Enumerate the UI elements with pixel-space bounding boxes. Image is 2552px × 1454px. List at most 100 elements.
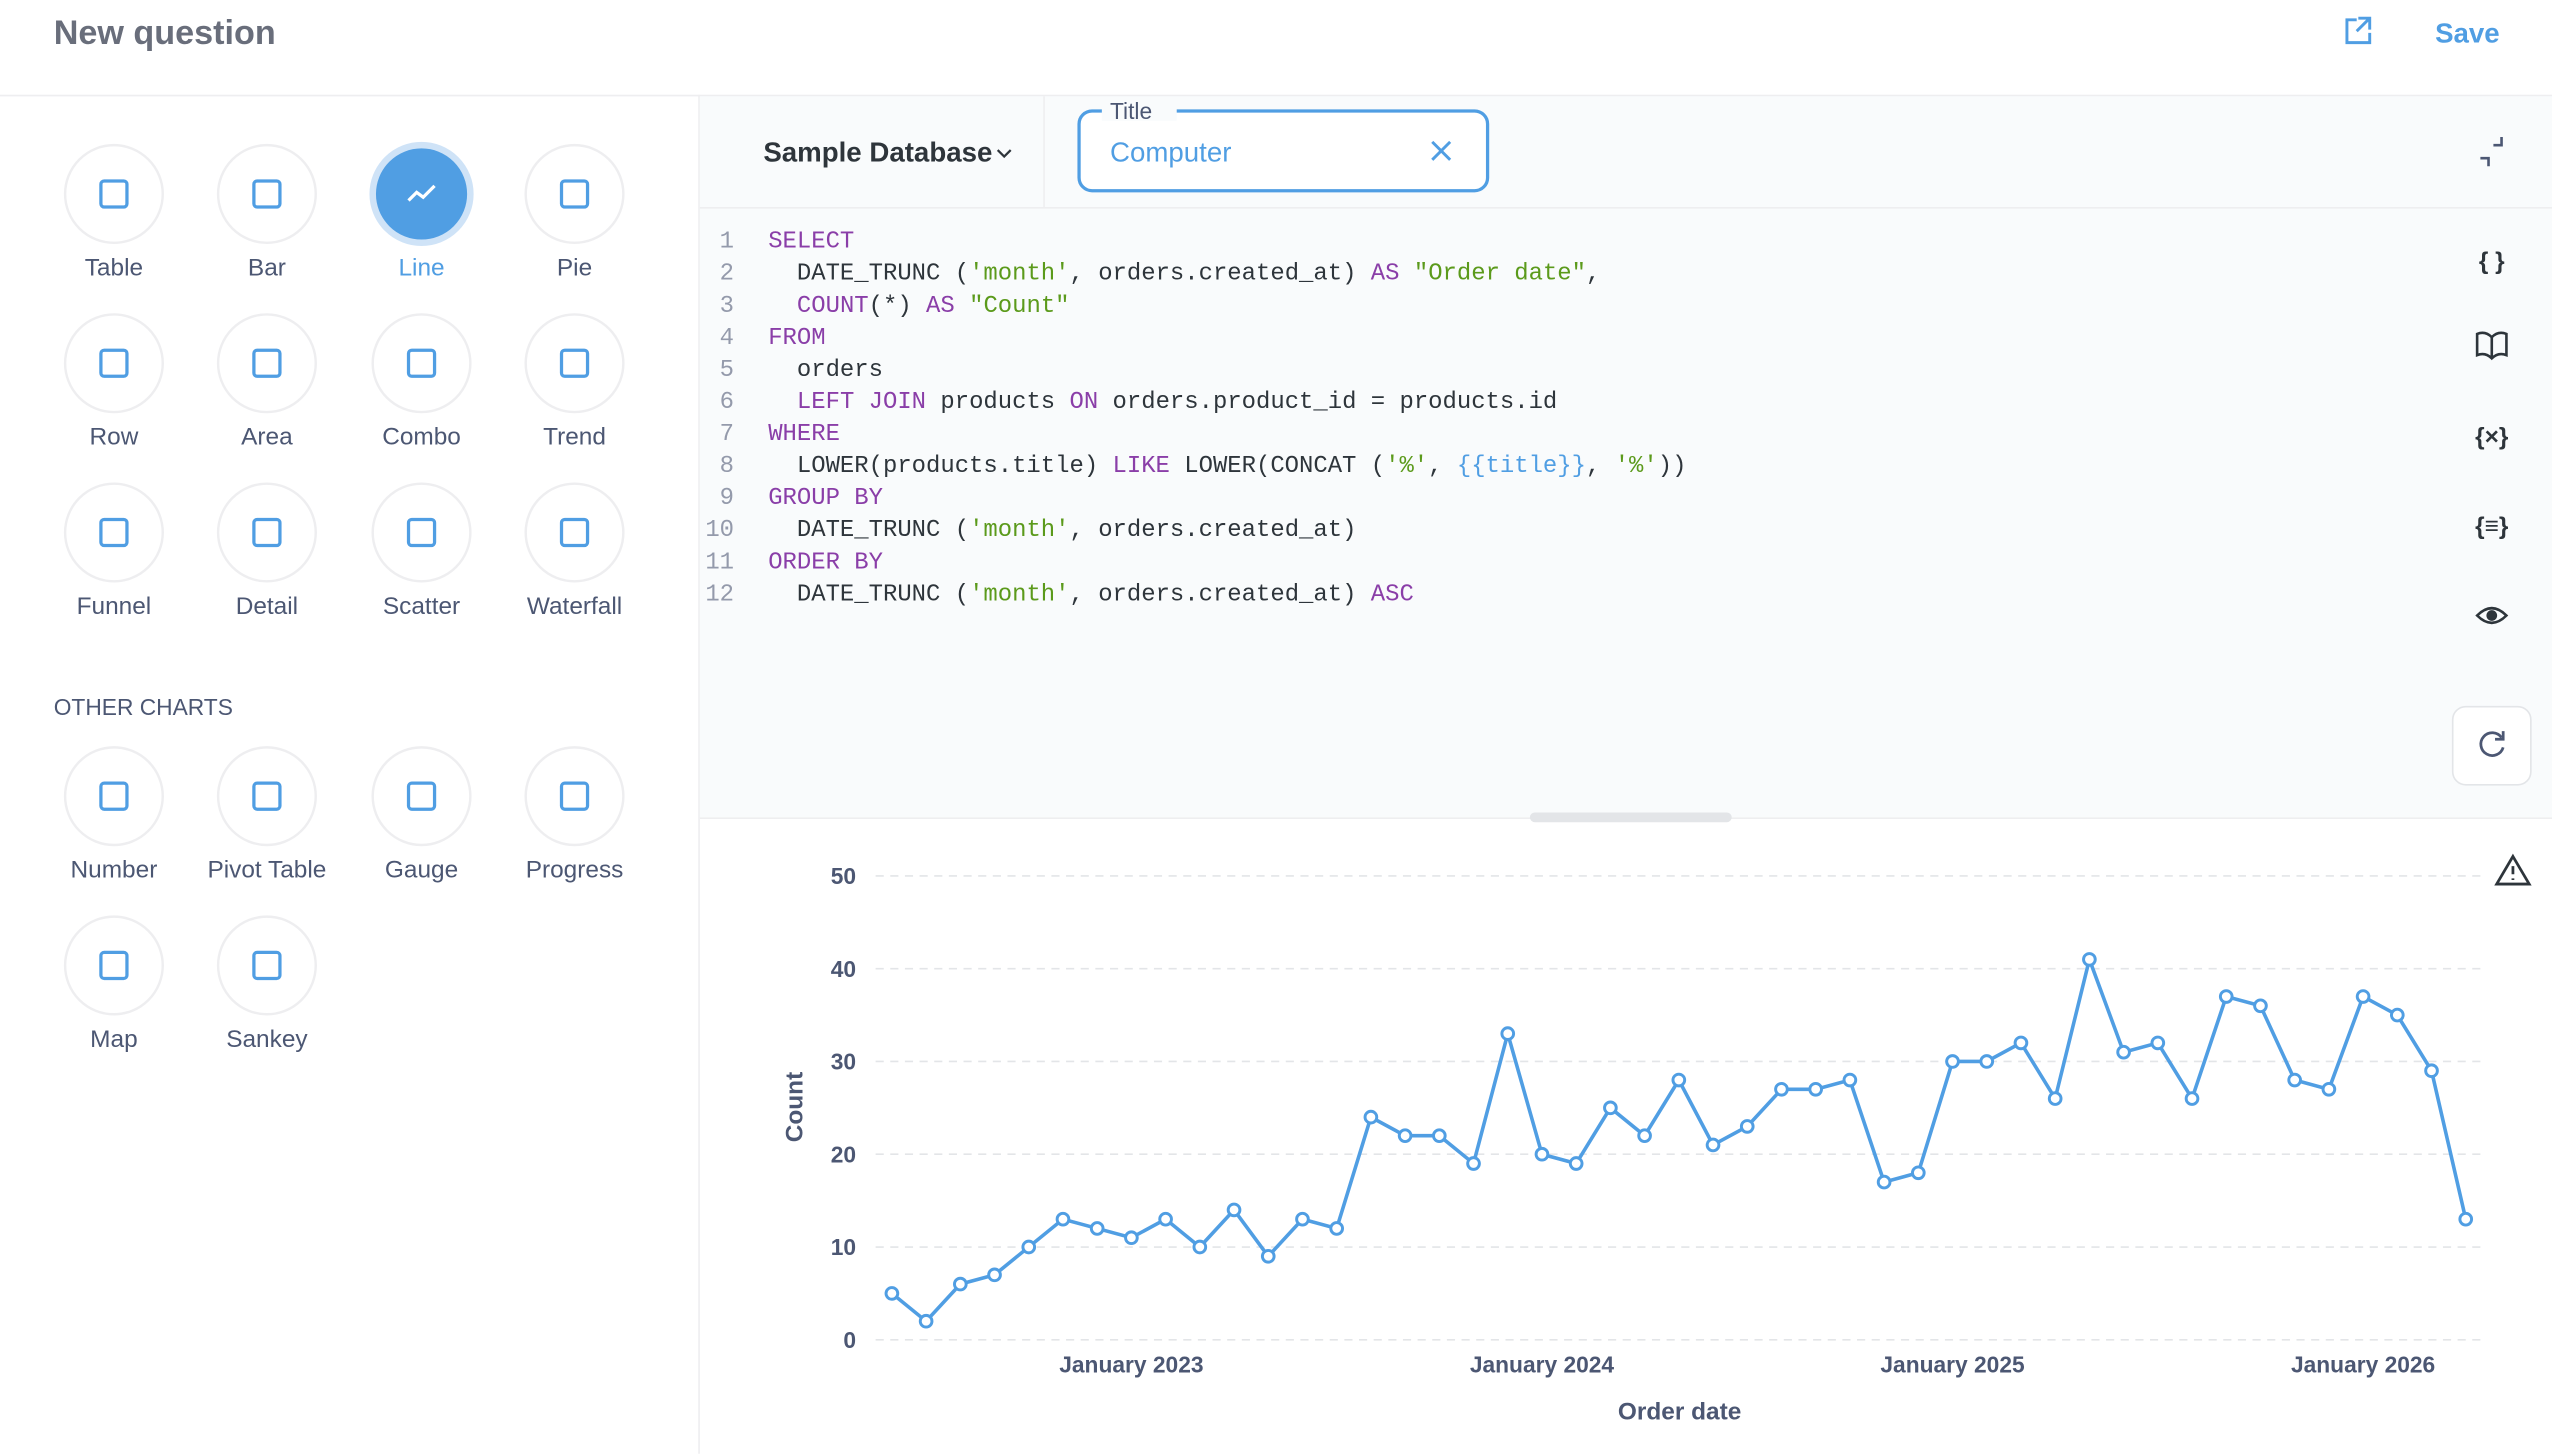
point xyxy=(1774,1081,1789,1097)
point xyxy=(1055,1211,1071,1227)
point xyxy=(2082,952,2097,967)
code-token: , xyxy=(1586,261,1600,288)
chart-type-circle[interactable] xyxy=(524,482,625,583)
chart-type-icon xyxy=(406,781,437,811)
open-icon[interactable] xyxy=(2345,16,2372,45)
code-token: orders xyxy=(768,357,883,384)
line-number: 12 xyxy=(705,581,734,608)
chart-type-icon xyxy=(99,179,129,209)
chart-type-icon xyxy=(559,179,590,209)
chart-type-circle[interactable] xyxy=(63,746,164,847)
snippet-icon[interactable]: { } xyxy=(2479,248,2505,275)
y-tick-label: 20 xyxy=(831,1141,856,1167)
code-line: DATE_TRUNC ('month', orders.created_at) … xyxy=(768,261,1600,288)
chart-type-label: Combo xyxy=(382,424,461,451)
chart-type-circle[interactable] xyxy=(216,143,317,245)
point xyxy=(2389,1007,2405,1023)
point xyxy=(1568,1156,1584,1171)
code-token: LIKE xyxy=(1113,453,1170,480)
code-token: LOWER(products.title) xyxy=(768,453,1112,480)
title-field[interactable] xyxy=(1077,109,1490,193)
point xyxy=(884,1286,900,1301)
point xyxy=(1431,1128,1447,1144)
chart-type-circle[interactable] xyxy=(63,915,164,1016)
code-line: DATE_TRUNC ('month', orders.created_at) … xyxy=(768,581,1414,608)
point xyxy=(1329,1221,1345,1236)
point xyxy=(1945,1054,1960,1069)
code-token: 'month' xyxy=(969,517,1069,544)
code-line: COUNT(*) AS "Count" xyxy=(768,293,1069,320)
y-tick-label: 0 xyxy=(843,1327,856,1353)
code-token: '%' xyxy=(1385,453,1428,480)
code-token: DATE_TRUNC ( xyxy=(768,581,969,608)
code-token: ON xyxy=(1070,389,1099,416)
x-tick-label: January 2026 xyxy=(2291,1351,2435,1377)
run-button[interactable] xyxy=(2451,705,2532,786)
line-number: 2 xyxy=(720,261,734,288)
save-button[interactable]: Save xyxy=(2435,18,2500,49)
code-token: products xyxy=(926,389,1069,416)
chart-type-icon xyxy=(99,950,129,981)
chart-type-label: Pivot Table xyxy=(207,857,326,884)
chart-type-circle[interactable] xyxy=(371,313,472,414)
code-line: DATE_TRUNC ('month', orders.created_at) xyxy=(768,517,1356,544)
point xyxy=(2013,1035,2029,1051)
chart-type-circle[interactable] xyxy=(216,313,317,414)
chart-type-icon xyxy=(252,348,282,378)
point xyxy=(1500,1026,1516,1041)
point xyxy=(1260,1248,1276,1264)
chart-type-icon xyxy=(252,179,282,209)
other-charts-heading: OTHER CHARTS xyxy=(54,694,233,720)
y-axis-label: Count xyxy=(781,1072,808,1142)
chart-type-circle[interactable] xyxy=(524,313,625,414)
chart-type-circle[interactable] xyxy=(216,746,317,847)
chart-type-icon xyxy=(252,781,282,811)
point xyxy=(1021,1239,1037,1255)
code-token: AS xyxy=(926,293,955,320)
point xyxy=(2355,989,2371,1004)
chart-type-icon xyxy=(99,517,129,548)
chart-type-circle[interactable] xyxy=(371,482,472,583)
point xyxy=(2116,1044,2131,1060)
line-number: 6 xyxy=(720,389,734,416)
chart-type-circle[interactable] xyxy=(524,143,625,245)
chart-type-circle[interactable] xyxy=(63,482,164,583)
code-token xyxy=(1399,261,1413,288)
preview-icon[interactable] xyxy=(2475,606,2509,625)
point xyxy=(1192,1239,1208,1255)
chart-type-circle[interactable] xyxy=(524,746,625,847)
code-token: , orders.created_at) xyxy=(1070,261,1371,288)
line-number: 11 xyxy=(705,549,734,576)
point xyxy=(2047,1091,2063,1106)
variables-icon[interactable]: {×} xyxy=(2475,424,2509,451)
code-token: )) xyxy=(1658,453,1687,480)
chart-type-label: Funnel xyxy=(77,593,152,620)
sidebar: Table Bar Line Pie Row Area Combo Trend Funnel De… xyxy=(63,141,625,1053)
chart-type-circle[interactable] xyxy=(63,143,164,245)
point xyxy=(953,1276,968,1292)
chart-type-circle[interactable] xyxy=(63,313,164,414)
point xyxy=(1979,1054,1995,1069)
code-line: orders xyxy=(768,357,883,384)
chart-type-circle[interactable] xyxy=(371,746,472,847)
database-picker[interactable]: Sample Database xyxy=(763,136,992,167)
code-token: "Count" xyxy=(969,293,1069,320)
y-tick-label: 50 xyxy=(831,863,856,889)
chart-type-label: Pie xyxy=(557,254,592,281)
chart-type-circle[interactable] xyxy=(216,482,317,583)
collapse-icon[interactable] xyxy=(2480,137,2503,167)
resize-handle[interactable] xyxy=(1529,812,1732,823)
point xyxy=(1226,1202,1242,1218)
field-label: Title xyxy=(1110,98,1152,124)
code-token: WHERE xyxy=(768,421,840,448)
chart-type-circle[interactable] xyxy=(216,915,317,1016)
reference-icon[interactable] xyxy=(2475,331,2508,361)
code-token: orders.product_id = products.id xyxy=(1098,389,1557,416)
code-token xyxy=(768,293,797,320)
code-token: '%' xyxy=(1615,453,1658,480)
clear-icon[interactable] xyxy=(1431,140,1452,161)
snippets-icon[interactable]: {≡} xyxy=(2475,513,2509,540)
point xyxy=(1705,1137,1721,1153)
